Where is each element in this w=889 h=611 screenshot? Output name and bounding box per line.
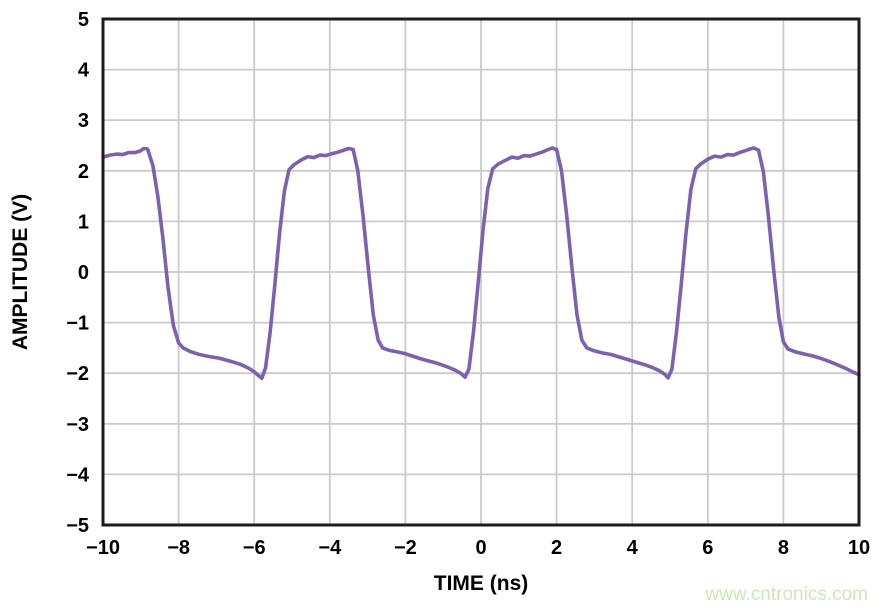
y-tick-label: 0 — [78, 262, 89, 284]
grid-layer — [102, 18, 860, 526]
x-tick-label: −6 — [243, 537, 266, 559]
x-tick-label: 0 — [475, 537, 486, 559]
x-tick-label: 8 — [778, 537, 789, 559]
x-tick-label: −4 — [318, 537, 342, 559]
y-tick-labels: 5 4 3 2 1 0 −1 −2 −3 −4 −5 — [66, 9, 90, 537]
x-tick-labels: −10 −8 −6 −4 −2 0 2 4 6 8 10 — [86, 537, 870, 559]
y-tick-label: 5 — [78, 9, 89, 31]
x-tick-label: 6 — [702, 537, 713, 559]
x-tick-label: 10 — [848, 537, 870, 559]
x-tick-label: −10 — [86, 537, 120, 559]
x-tick-label: −2 — [394, 537, 417, 559]
x-tick-label: 2 — [551, 537, 562, 559]
x-axis-title: TIME (ns) — [434, 572, 529, 595]
x-tick-label: 4 — [627, 537, 639, 559]
y-axis-title: AMPLITUDE (V) — [9, 194, 32, 350]
x-tick-label: −8 — [167, 537, 190, 559]
y-tick-label: −4 — [66, 464, 90, 486]
waveform-line — [101, 146, 861, 381]
y-tick-label: 4 — [78, 60, 90, 82]
y-tick-label: 1 — [78, 211, 89, 233]
y-tick-label: −2 — [66, 363, 89, 385]
y-tick-label: −3 — [66, 414, 89, 436]
watermark: www.cntronics.com — [704, 584, 868, 605]
plot-border — [101, 17, 861, 527]
y-tick-label: 3 — [78, 110, 89, 132]
y-tick-label: 2 — [78, 161, 89, 183]
y-tick-label: −1 — [66, 313, 89, 335]
y-tick-label: −5 — [66, 515, 89, 537]
